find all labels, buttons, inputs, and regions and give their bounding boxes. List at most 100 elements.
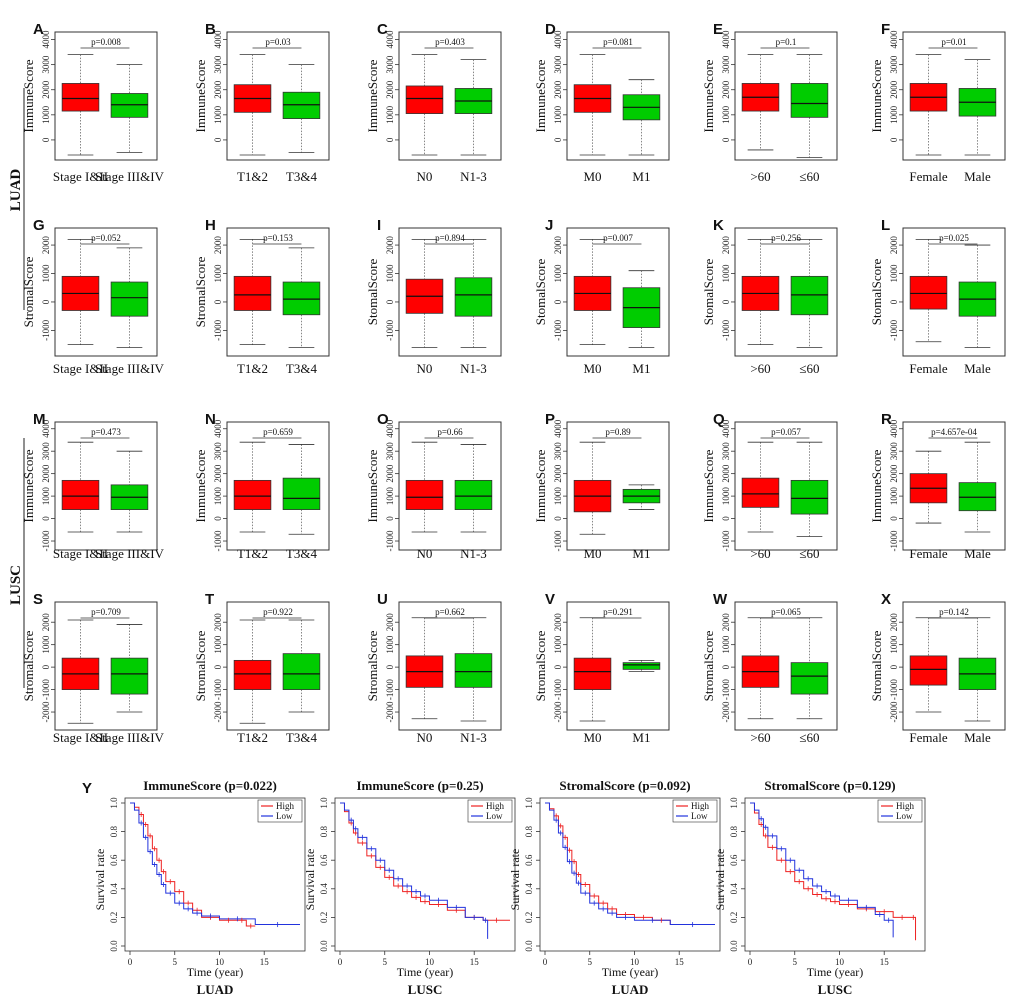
y-tick-label: 0	[213, 664, 223, 669]
category-label: Female	[909, 546, 947, 561]
box-panel-x: X -2000-1000 0 1000 2000 StromalScore Female Ma…	[869, 591, 1006, 745]
y-tick-label: 1000	[213, 487, 223, 506]
panel-letter-f: F	[881, 21, 890, 38]
box-panel-f: F 0 1000 2000 3000 4000 ImmuneScore Female Male p…	[869, 21, 1006, 184]
km-x-tick-label: 5	[382, 957, 387, 967]
y-tick-label: 1000	[889, 264, 899, 283]
category-label: M0	[583, 546, 601, 561]
box-group2	[790, 479, 829, 515]
category-label: >60	[750, 361, 770, 376]
p-value-label: p=0.922	[263, 607, 293, 617]
km-x-tick-label: 10	[215, 957, 225, 967]
y-tick-label: 0	[889, 664, 899, 669]
km-x-tick-label: 5	[587, 957, 592, 967]
y-tick-label: 1000	[385, 635, 395, 654]
km-x-axis-label: Time (year)	[807, 965, 864, 979]
y-tick-label: 1000	[889, 105, 899, 124]
category-label: ≤60	[799, 361, 819, 376]
km-y-tick-label: 0.2	[524, 912, 534, 923]
panel-letter-p: P	[545, 411, 555, 428]
box-group1	[61, 83, 100, 112]
y-tick-label: -1000	[553, 679, 563, 700]
p-value-label: p=0.709	[91, 607, 121, 617]
legend-low-label: Low	[896, 811, 913, 821]
y-axis-label: ImmuneScore	[21, 449, 36, 522]
box-panel-n: N -1000 0 1000 2000 3000 4000 ImmuneScore T1&2 T3…	[193, 411, 330, 561]
y-tick-label: 4000	[213, 30, 223, 49]
km-frame	[539, 797, 721, 952]
category-label: Stage III&IV	[95, 169, 165, 184]
category-label: Stage III&IV	[95, 730, 165, 745]
box-group1	[233, 275, 272, 311]
box-group1	[741, 477, 780, 508]
p-value-label: p=0.153	[263, 233, 293, 243]
y-tick-label: 1000	[721, 264, 731, 283]
y-tick-label: 0	[213, 137, 223, 142]
category-label: >60	[750, 546, 770, 561]
y-tick-label: 4000	[213, 419, 223, 438]
box-group2	[454, 653, 493, 688]
y-tick-label: 3000	[213, 442, 223, 461]
km-cohort-label: LUAD	[612, 982, 649, 997]
km-x-tick-label: 0	[128, 957, 133, 967]
y-tick-label: 0	[553, 137, 563, 142]
p-value-label: p=0.89	[605, 427, 631, 437]
y-tick-label: 0	[385, 299, 395, 304]
box-group2	[282, 91, 321, 119]
y-axis-label: ImmuneScore	[701, 59, 716, 132]
box-panel-v: V -2000-1000 0 1000 2000 StromalScore M0 M1 p=0.…	[533, 591, 670, 745]
y-tick-label: 3000	[553, 442, 563, 461]
km-x-tick-label: 15	[470, 957, 480, 967]
y-tick-label: 1000	[553, 105, 563, 124]
y-tick-label: 2000	[553, 80, 563, 99]
category-label: N0	[417, 730, 433, 745]
panel-letter-m: M	[33, 411, 46, 428]
y-tick-label: 2000	[553, 464, 563, 483]
panel-letter-v: V	[545, 591, 555, 608]
box-group1	[909, 275, 948, 310]
y-tick-label: 2000	[889, 464, 899, 483]
p-value-label: p=0.03	[265, 37, 291, 47]
km-x-tick-label: 10	[425, 957, 435, 967]
y-tick-label: 1000	[213, 264, 223, 283]
box-group2	[454, 479, 493, 510]
km-y-tick-label: 1.0	[109, 797, 119, 809]
y-tick-label: 0	[721, 137, 731, 142]
y-tick-label: 2000	[385, 613, 395, 632]
y-tick-label: 3000	[553, 55, 563, 74]
y-axis-label: StromalScore	[869, 630, 884, 701]
km-y-tick-label: 0.0	[524, 940, 534, 952]
box-panel-s: S -2000-1000 0 1000 2000 StromalScore Stage I&…	[21, 591, 165, 745]
box-panel-a: A 0 1000 2000 3000 4000 ImmuneScore Stage I&IIS…	[21, 21, 165, 184]
box-panel-u: U -2000-1000 0 1000 2000 StromalScore N0 N1-3 p=…	[365, 591, 502, 745]
panel-letter-o: O	[377, 411, 389, 428]
km-cohort-label: LUSC	[408, 982, 443, 997]
y-tick-label: 1000	[721, 487, 731, 506]
p-value-label: p=0.256	[771, 233, 801, 243]
panel-letter-c: C	[377, 21, 388, 38]
km-frame	[334, 797, 516, 952]
category-label: T3&4	[286, 730, 318, 745]
y-axis-label: StromalScore	[365, 630, 380, 701]
category-label: M0	[583, 169, 601, 184]
category-label: N1-3	[460, 361, 487, 376]
category-label: Stage I&II	[53, 546, 108, 561]
km-x-tick-label: 10	[835, 957, 845, 967]
category-label: >60	[750, 730, 770, 745]
category-label: N0	[417, 361, 433, 376]
y-axis-label: ImmuneScore	[365, 59, 380, 132]
y-tick-label: 1000	[213, 635, 223, 654]
km-cohort-label: LUAD	[197, 982, 234, 997]
km-panel-y2: ImmuneScore (p=0.25) 0.0 0.2 0.4 0.6 0.8 1.0 0 5…	[303, 778, 516, 997]
y-tick-label: 4000	[41, 30, 51, 49]
panel-letter-e: E	[713, 21, 723, 38]
category-label: Stage I&II	[53, 361, 108, 376]
row-label-luad: LUAD	[8, 169, 24, 212]
category-label: M0	[583, 730, 601, 745]
box-panel-b: B 0 1000 2000 3000 4000 ImmuneScore T1&2 T3&4 p=0…	[193, 21, 330, 184]
y-tick-label: 4000	[553, 30, 563, 49]
y-axis-label: StromalScore	[701, 630, 716, 701]
panel-letter-d: D	[545, 21, 556, 38]
box-group2	[282, 477, 321, 510]
